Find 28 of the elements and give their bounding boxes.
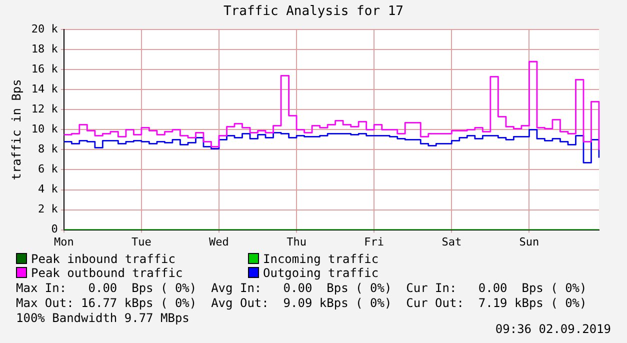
legend-label: Peak inbound traffic bbox=[31, 252, 176, 266]
y-tick-label: 18 k bbox=[31, 42, 58, 56]
x-tick-label: Mon bbox=[54, 235, 74, 248]
text: Max Out: 16.77 kBps ( 0%) Avg Out: 9.09 kBps ( 0%) Cur Out: 7.19 kBps ( 0%) bbox=[16, 296, 587, 310]
x-tick-label: Thu bbox=[286, 235, 306, 248]
y-tick-label: 12 k bbox=[31, 102, 58, 116]
y-tick-label: 14 k bbox=[31, 82, 58, 96]
x-tick-label: Wed bbox=[209, 235, 229, 248]
text: Max In: 0.00 Bps ( 0%) Avg In: 0.00 Bps ( 0%) Cur In: 0.00 Bps ( 0%) bbox=[16, 281, 587, 295]
y-tick-label: 8 k bbox=[38, 142, 58, 156]
y-tick-label: 0 bbox=[51, 222, 58, 236]
text: 09:36 02.09.2019 bbox=[495, 322, 611, 336]
chart-title: Traffic Analysis for 17 bbox=[222, 4, 404, 19]
x-tick-label: Tue bbox=[132, 235, 152, 248]
y-tick-label: 6 k bbox=[38, 162, 58, 176]
x-tick-label: Fri bbox=[364, 235, 384, 248]
x-tick-label: Sat bbox=[442, 235, 462, 248]
x-tick-label: Sun bbox=[519, 235, 540, 248]
y-tick-label: 16 k bbox=[31, 62, 58, 76]
y-tick-label: 4 k bbox=[38, 182, 58, 196]
legend-label: Outgoing traffic bbox=[263, 266, 379, 280]
text: 100% Bandwidth 9.77 MBps bbox=[16, 311, 190, 325]
legend-label: Incoming traffic bbox=[263, 252, 379, 266]
legend-label: Peak outbound traffic bbox=[31, 266, 183, 280]
y-tick-label: 20 k bbox=[31, 22, 58, 36]
y-tick-label: 2 k bbox=[38, 202, 58, 216]
y-tick-label: 10 k bbox=[31, 122, 58, 136]
y-axis-title: traffic in Bps bbox=[9, 79, 24, 180]
